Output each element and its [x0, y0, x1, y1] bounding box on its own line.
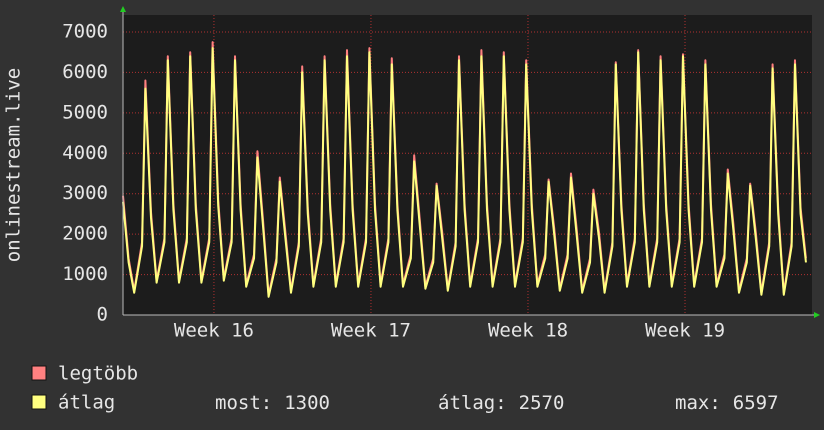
y-tick-label: 6000 — [62, 61, 108, 83]
legend-stat: most: 1300 — [215, 392, 330, 414]
stat-label: max: — [675, 392, 721, 414]
y-tick-label: 4000 — [62, 142, 108, 164]
stat-value: 1300 — [284, 392, 330, 414]
x-tick-label: Week 16 — [174, 320, 254, 342]
y-tick-label: 3000 — [62, 182, 108, 204]
x-tick-label: Week 19 — [645, 320, 725, 342]
stat-label: most: — [215, 392, 272, 414]
y-axis-label: onlinestream.live — [3, 68, 25, 262]
y-tick-label: 2000 — [62, 223, 108, 245]
legend-swatch — [31, 394, 47, 410]
legend-label: átlag — [58, 392, 115, 414]
x-tick-label: Week 18 — [488, 320, 568, 342]
legend-stat: átlag: 2570 — [438, 392, 564, 414]
x-tick-label: Week 17 — [331, 320, 411, 342]
stat-value: 2570 — [519, 392, 565, 414]
y-axis-arrow — [120, 6, 126, 12]
x-axis-arrow — [814, 312, 820, 318]
y-tick-label: 7000 — [62, 20, 108, 42]
stat-value: 6597 — [733, 392, 779, 414]
legend-swatch — [31, 365, 47, 381]
series-line — [122, 47, 807, 298]
legend-label: legtöbb — [58, 363, 138, 385]
y-tick-label: 5000 — [62, 101, 108, 123]
stat-label: átlag: — [438, 392, 507, 414]
y-tick-label: 0 — [97, 304, 108, 326]
y-tick-label: 1000 — [62, 263, 108, 285]
legend-stat: max: 6597 — [675, 392, 779, 414]
